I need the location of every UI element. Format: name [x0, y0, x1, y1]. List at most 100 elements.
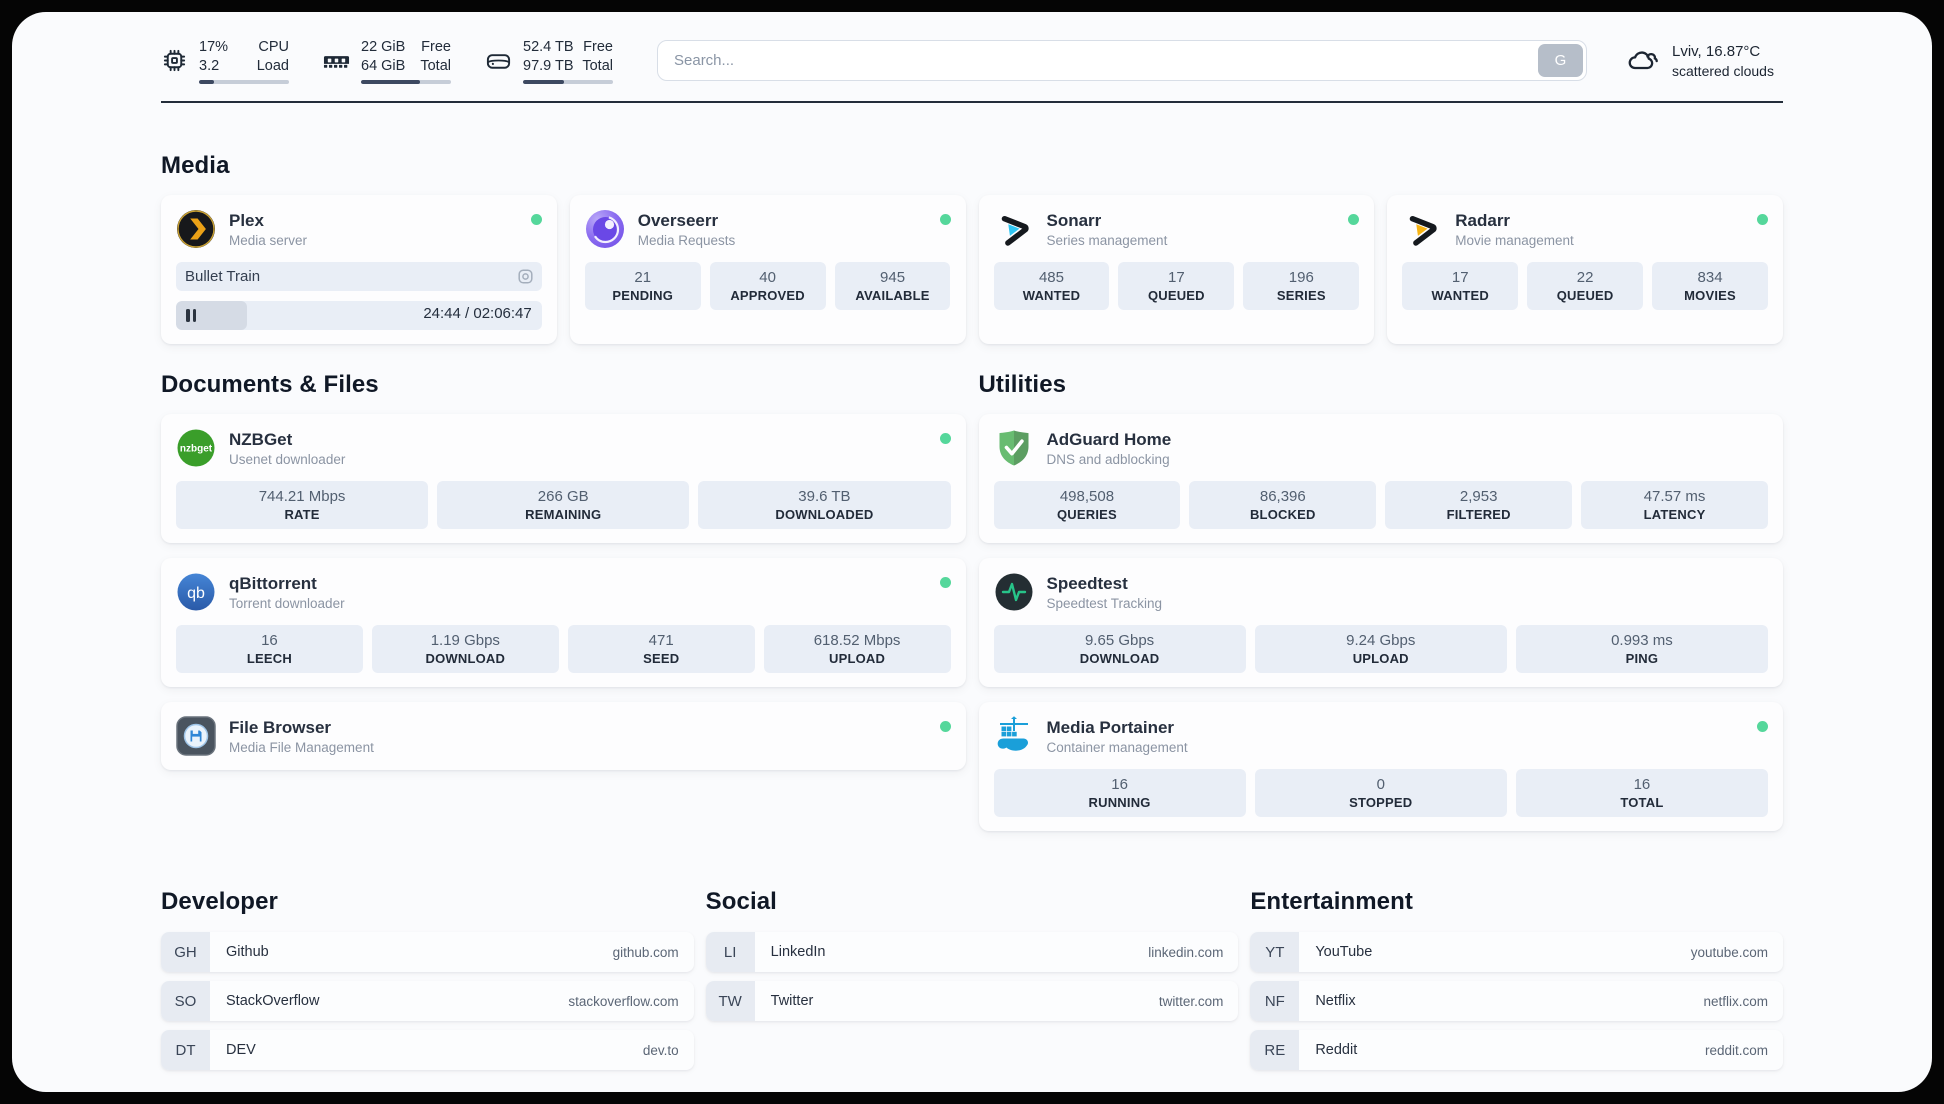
bookmark-name: LinkedIn — [770, 944, 826, 961]
stat-upload: 618.52 Mbps UPLOAD — [763, 624, 951, 674]
status-dot — [939, 432, 951, 444]
memory-progress-bar — [361, 79, 451, 84]
app-subtitle: Media server — [229, 232, 308, 248]
section-documents: Documents & Files nzbget NZBGet Usenet d… — [161, 371, 966, 832]
app-card-speedtest[interactable]: Speedtest Speedtest Tracking 9.65 Gbps DO… — [978, 557, 1783, 688]
status-dot — [1757, 721, 1768, 733]
app-card-qbittorrent[interactable]: qb qBittorrent Torrent downloader 16 LEEC… — [161, 557, 966, 688]
search-container: G — [657, 40, 1587, 82]
app-subtitle: Container management — [1046, 740, 1188, 756]
stat-movies: 834 MOVIES — [1652, 261, 1768, 310]
bookmark-netflix[interactable]: NF Netflix netflix.com — [1250, 981, 1783, 1022]
disk-free: 52.4 TB — [523, 39, 574, 55]
cpu-load-label: Load — [256, 57, 289, 74]
app-subtitle: Speedtest Tracking — [1046, 596, 1163, 612]
stat-stopped: 0 STOPPED — [1254, 769, 1507, 818]
app-card-sonarr[interactable]: Sonarr Series management 485 WANTED 17 QUE… — [978, 194, 1375, 344]
bookmark-domain: linkedin.com — [1148, 944, 1224, 960]
bookmark-domain: youtube.com — [1690, 944, 1768, 960]
bookmark-name: Twitter — [770, 993, 814, 1010]
section-heading-utilities: Utilities — [978, 370, 1067, 398]
radarr-icon — [1409, 215, 1437, 246]
memory-free-label: Free — [421, 39, 451, 55]
bookmark-dev[interactable]: DT DEV dev.to — [161, 1030, 694, 1071]
app-title: Media Portainer — [1046, 718, 1175, 738]
top-bar: 17% CPU 3.2 Load 22 GiB Free — [161, 38, 1783, 84]
bookmark-domain: twitter.com — [1158, 993, 1224, 1009]
app-card-adguard[interactable]: AdGuard Home DNS and adblocking 498,508 Q… — [978, 413, 1783, 543]
app-subtitle: Series management — [1046, 232, 1168, 248]
app-card-portainer[interactable]: Media Portainer Container management 16 R… — [978, 702, 1783, 832]
bookmark-stackoverflow[interactable]: SO StackOverflow stackoverflow.com — [161, 981, 694, 1022]
app-card-plex[interactable]: Plex Media server Bullet Train — [161, 194, 557, 344]
system-stats: 17% CPU 3.2 Load 22 GiB Free — [161, 38, 613, 84]
app-title: qBittorrent — [229, 573, 317, 593]
bookmark-youtube[interactable]: YT YouTube youtube.com — [1250, 932, 1783, 973]
stat-total: 16 TOTAL — [1515, 769, 1768, 818]
stat-remaining: 266 GB REMAINING — [437, 480, 690, 529]
stat-rate: 744.21 Mbps RATE — [176, 480, 429, 529]
portainer-icon — [997, 716, 1028, 751]
session-icon — [518, 269, 533, 284]
header-divider — [161, 100, 1783, 103]
app-subtitle: DNS and adblocking — [1046, 451, 1170, 467]
speedtest-icon — [995, 573, 1032, 611]
section-heading-media: Media — [161, 151, 230, 179]
status-dot — [1348, 213, 1360, 225]
memory-icon — [323, 56, 350, 69]
app-title: Sonarr — [1046, 210, 1102, 230]
stat-wanted: 485 WANTED — [993, 261, 1110, 310]
status-dot — [939, 576, 951, 588]
bookmark-name: Github — [226, 944, 269, 961]
section-heading-developer: Developer — [161, 888, 278, 916]
disk-total-label: Total — [582, 57, 613, 74]
weather-condition: scattered clouds — [1672, 62, 1774, 79]
playback-time: 24:44 / 02:06:47 — [423, 304, 532, 322]
app-title: NZBGet — [229, 429, 293, 449]
cloud-icon — [1628, 51, 1658, 69]
bookmark-domain: github.com — [612, 944, 679, 960]
bookmark-name: Netflix — [1315, 993, 1356, 1010]
stat-upload: 9.24 Gbps UPLOAD — [1254, 624, 1507, 674]
qbittorrent-icon: qb — [177, 573, 215, 611]
plex-icon — [177, 209, 215, 248]
bookmark-github[interactable]: GH Github github.com — [161, 932, 694, 973]
stat-queries: 498,508 QUERIES — [993, 480, 1181, 529]
bookmarks-social: Social LI LinkedIn linkedin.com TW Twitt… — [705, 888, 1239, 1070]
search-provider-button[interactable]: G — [1538, 44, 1583, 78]
bookmark-name: Reddit — [1315, 1042, 1358, 1059]
filebrowser-icon — [176, 716, 216, 756]
stat-seed: 471 SEED — [567, 624, 755, 674]
stat-download: 1.19 Gbps DOWNLOAD — [371, 624, 559, 674]
status-dot — [939, 213, 951, 225]
bookmark-name: YouTube — [1315, 944, 1373, 961]
app-card-radarr[interactable]: Radarr Movie management 17 WANTED 22 QUEUE… — [1387, 194, 1783, 344]
bookmarks-developer: Developer GH Github github.com SO StackO… — [161, 888, 694, 1071]
app-title: Speedtest — [1046, 573, 1128, 593]
app-title: Radarr — [1455, 210, 1511, 230]
status-dot — [530, 213, 542, 225]
stat-downloaded: 39.6 TB DOWNLOADED — [698, 480, 951, 529]
status-dot — [939, 721, 951, 733]
section-heading-social: Social — [705, 888, 777, 916]
app-card-filebrowser[interactable]: File Browser Media File Management — [161, 702, 966, 771]
bookmark-twitter[interactable]: TW Twitter twitter.com — [705, 981, 1239, 1022]
app-subtitle: Torrent downloader — [229, 596, 345, 612]
app-card-nzbget[interactable]: nzbget NZBGet Usenet downloader 744.21 M… — [161, 413, 966, 543]
bookmark-abbr: TW — [705, 981, 755, 1022]
cpu-progress-bar — [199, 79, 289, 84]
bookmark-abbr: GH — [161, 932, 210, 973]
weather-widget: Lviv, 16.87°C scattered clouds — [1625, 42, 1783, 80]
section-utilities: Utilities AdGuard Home DNS — [978, 370, 1783, 832]
app-card-overseerr[interactable]: Overseerr Media Requests 21 PENDING 40 APP… — [569, 194, 966, 344]
disk-icon — [486, 54, 511, 70]
bookmark-abbr: SO — [161, 981, 210, 1022]
bookmark-linkedin[interactable]: LI LinkedIn linkedin.com — [705, 932, 1239, 973]
bookmark-reddit[interactable]: RE Reddit reddit.com — [1250, 1030, 1783, 1071]
stat-running: 16 RUNNING — [993, 769, 1246, 818]
cpu-icon — [163, 50, 186, 72]
search-input[interactable] — [657, 40, 1587, 82]
stat-wanted: 17 WANTED — [1402, 261, 1519, 310]
app-title: File Browser — [229, 718, 332, 738]
memory-stat-widget: 22 GiB Free 64 GiB Total — [323, 38, 451, 84]
